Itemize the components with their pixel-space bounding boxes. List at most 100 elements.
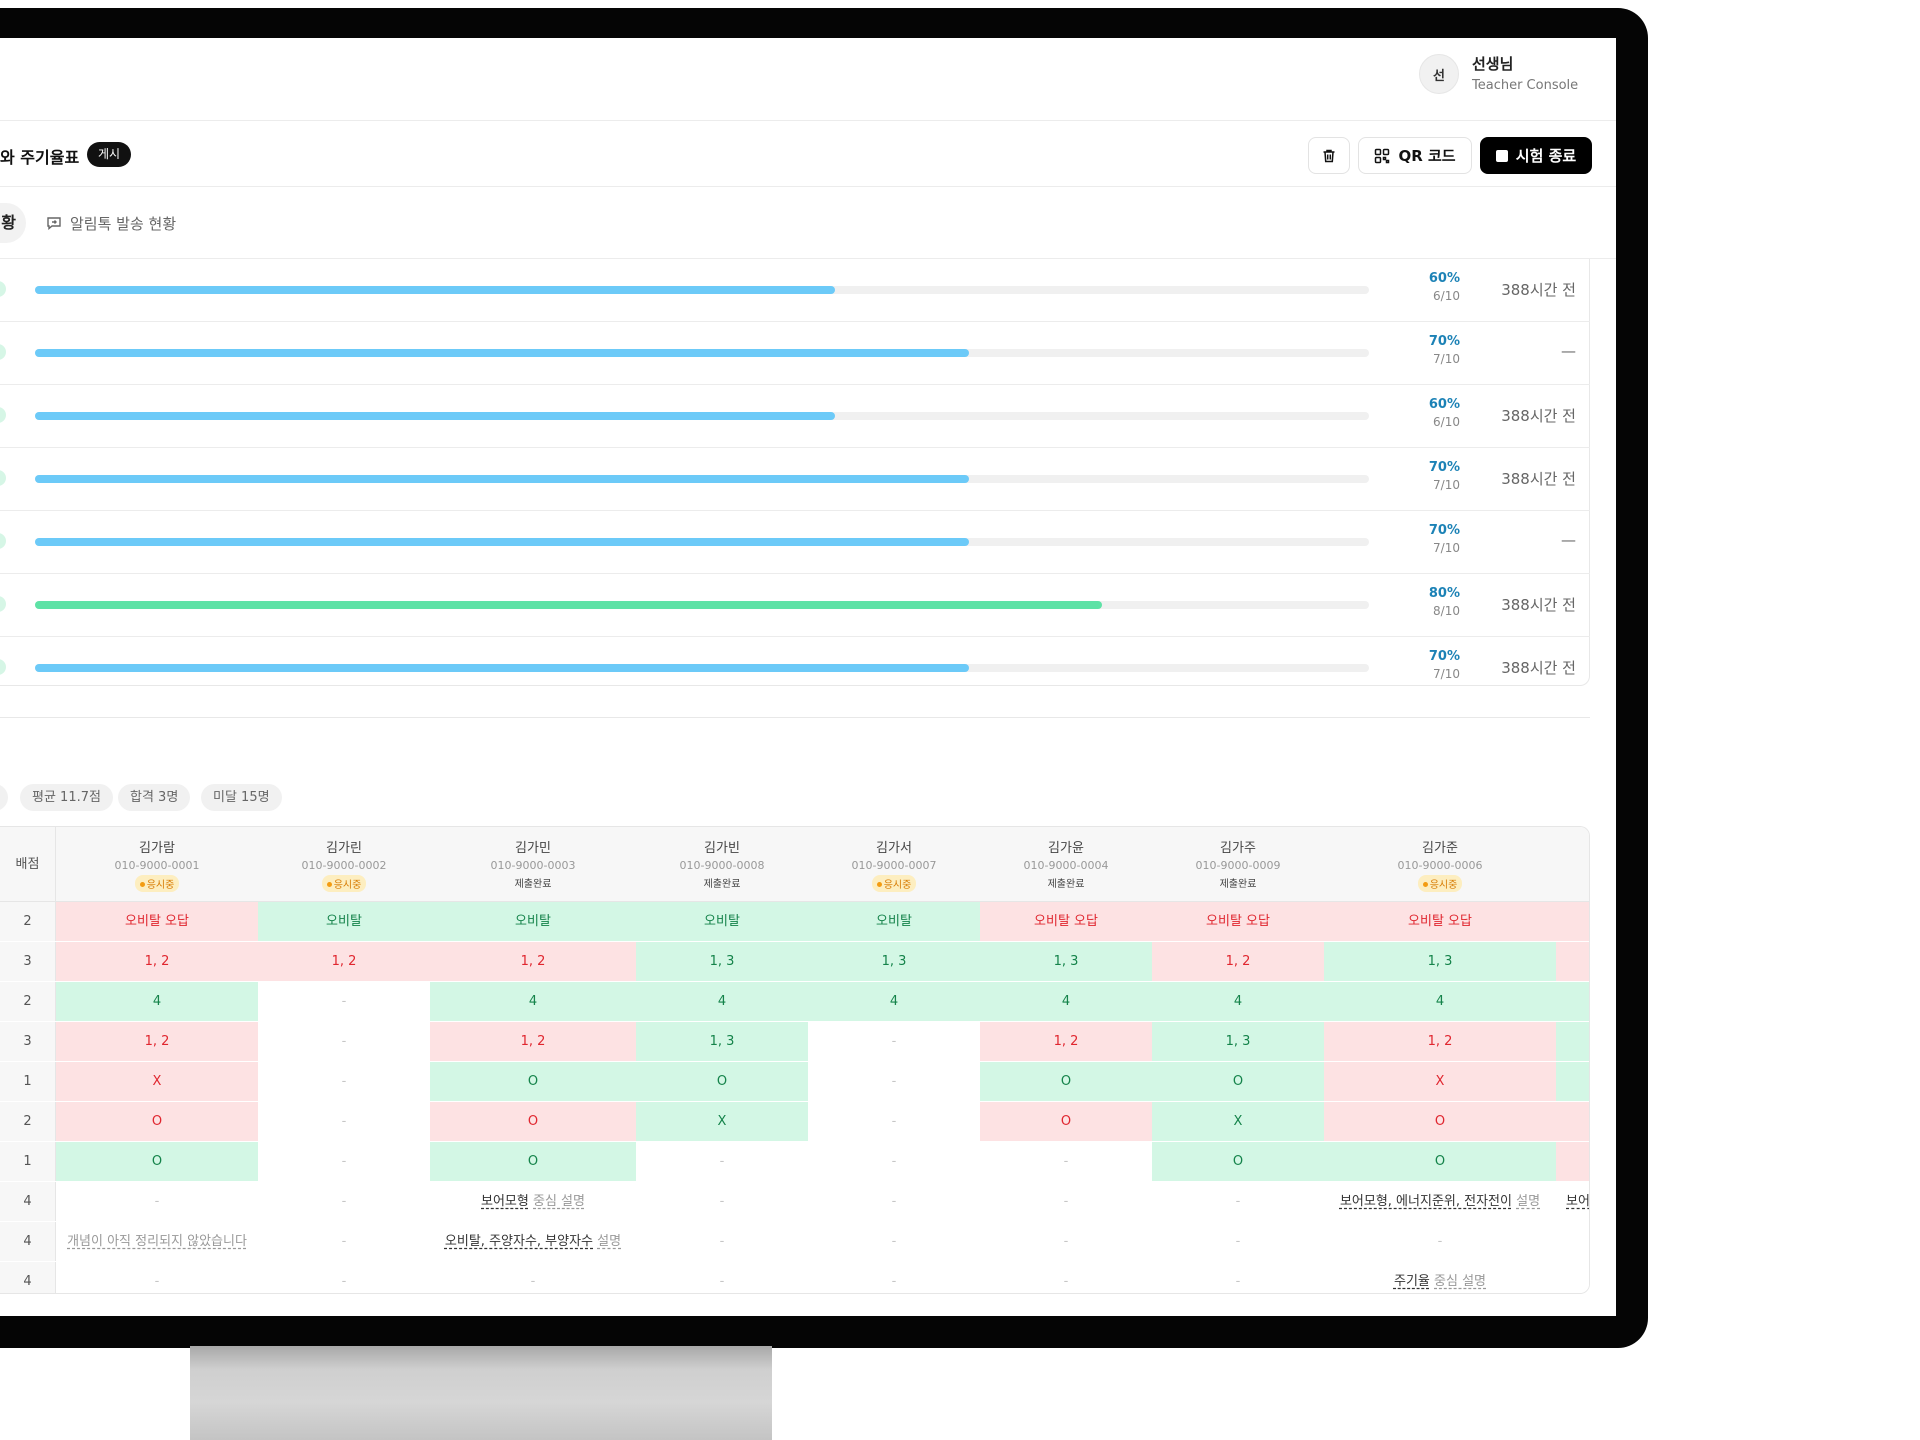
answer-cell[interactable]: O [980, 1102, 1152, 1141]
student-header[interactable]: 김가준 010-9000-0006 응시중 [1324, 837, 1556, 892]
answer-cell[interactable]: 4 [980, 982, 1152, 1021]
answer-cell[interactable]: O [1324, 1102, 1556, 1141]
progress-row[interactable]: 70% 7/10 388시간 전 [0, 637, 1590, 700]
tab-status[interactable]: 황 [0, 203, 26, 243]
answer-cell[interactable]: - [258, 1262, 430, 1293]
answer-cell[interactable]: - [808, 1022, 980, 1061]
answer-cell[interactable]: - [980, 1182, 1152, 1221]
answer-cell[interactable]: - [1152, 1182, 1324, 1221]
answer-cell[interactable]: - [258, 1102, 430, 1141]
answer-cell[interactable]: - [636, 1142, 808, 1181]
answer-cell[interactable]: 오비탈 오답 [1152, 902, 1324, 941]
answer-cell[interactable]: - [808, 1142, 980, 1181]
answer-cell[interactable]: - [636, 1182, 808, 1221]
answer-cell[interactable]: - [258, 1182, 430, 1221]
end-exam-button[interactable]: 시험 종료 [1480, 137, 1592, 174]
answer-cell[interactable]: - [258, 1222, 430, 1261]
answer-cell[interactable]: 1, 3 [636, 942, 808, 981]
answer-cell[interactable]: - [980, 1222, 1152, 1261]
answer-cell[interactable] [1556, 1022, 1589, 1061]
student-header[interactable]: 김가람 010-9000-0001 응시중 [56, 837, 258, 892]
progress-row[interactable]: 70% 7/10 — [0, 322, 1590, 385]
answer-cell[interactable]: - [258, 1142, 430, 1181]
answer-cell[interactable]: 개념이 아직 정리되지 않았습니다 [56, 1222, 258, 1261]
delete-button[interactable] [1308, 137, 1350, 174]
answer-cell[interactable]: - [258, 1062, 430, 1101]
answer-cell[interactable]: O [636, 1062, 808, 1101]
answer-cell[interactable]: - [980, 1142, 1152, 1181]
answer-cell[interactable]: 오비탈 오답 [1324, 902, 1556, 941]
student-header[interactable]: 김가주 010-9000-0009 제출완료 [1152, 837, 1324, 891]
answer-cell[interactable]: 1, 2 [56, 1022, 258, 1061]
answer-cell[interactable]: O [1152, 1142, 1324, 1181]
answer-cell[interactable]: 오비탈 [258, 902, 430, 941]
progress-row[interactable]: 70% 7/10 388시간 전 [0, 448, 1590, 511]
answer-cell[interactable]: O [56, 1102, 258, 1141]
student-header[interactable]: 김가빈 010-9000-0008 제출완료 [636, 837, 808, 891]
answer-cell[interactable]: - [808, 1062, 980, 1101]
answer-cell[interactable]: 오비탈, 주양자수, 부양자수 설명 [430, 1222, 636, 1261]
answer-cell[interactable]: - [258, 1022, 430, 1061]
answer-cell[interactable]: 1, 3 [636, 1022, 808, 1061]
answer-cell[interactable]: - [56, 1182, 258, 1221]
tab-alimtalk-status[interactable]: 알림톡 발송 현황 [46, 209, 176, 237]
answer-cell[interactable]: 보어모 [1556, 1182, 1589, 1221]
answer-cell[interactable]: 오비탈 오답 [56, 902, 258, 941]
answer-cell[interactable]: X [1324, 1062, 1556, 1101]
answer-cell[interactable]: O [430, 1142, 636, 1181]
answer-cell[interactable]: 주기율 중심 설명 [1324, 1262, 1556, 1293]
answer-cell[interactable]: O [1324, 1142, 1556, 1181]
answer-cell[interactable]: 1, 3 [808, 942, 980, 981]
qr-code-button[interactable]: QR 코드 [1358, 137, 1472, 174]
answer-cell[interactable]: - [808, 1222, 980, 1261]
answer-cell[interactable]: O [430, 1062, 636, 1101]
answer-cell[interactable]: X [56, 1062, 258, 1101]
answer-cell[interactable]: - [808, 1262, 980, 1293]
answer-cell[interactable]: 4 [808, 982, 980, 1021]
answer-cell[interactable]: 1, 2 [430, 1022, 636, 1061]
answer-cell[interactable] [1556, 1102, 1589, 1141]
answer-cell[interactable]: 오비탈 [636, 902, 808, 941]
progress-row[interactable]: 60% 6/10 388시간 전 [0, 259, 1590, 322]
answer-cell[interactable]: - [636, 1222, 808, 1261]
answer-cell[interactable]: 오비탈 [808, 902, 980, 941]
answer-cell[interactable]: 1, 2 [56, 942, 258, 981]
answer-cell[interactable]: 1, 2 [1324, 1022, 1556, 1061]
answer-cell[interactable]: 오비탈 [430, 902, 636, 941]
answer-cell[interactable]: 4 [430, 982, 636, 1021]
answer-cell[interactable]: 1, 2 [1152, 942, 1324, 981]
answer-cell[interactable] [1556, 1062, 1589, 1101]
answer-cell[interactable]: O [980, 1062, 1152, 1101]
answer-cell[interactable]: 4 [56, 982, 258, 1021]
answer-cell[interactable]: O [56, 1142, 258, 1181]
answer-cell[interactable]: 1, 2 [430, 942, 636, 981]
answer-cell[interactable] [1556, 1222, 1589, 1261]
answer-cell[interactable]: O [1152, 1062, 1324, 1101]
answer-cell[interactable]: 보어모형 중심 설명 [430, 1182, 636, 1221]
answer-cell[interactable]: 4 [1324, 982, 1556, 1021]
answer-cell[interactable]: X [636, 1102, 808, 1141]
answer-cell[interactable]: - [808, 1102, 980, 1141]
answer-cell[interactable]: - [1152, 1262, 1324, 1293]
answer-cell[interactable]: O [430, 1102, 636, 1141]
answer-cell[interactable]: - [1324, 1222, 1556, 1261]
answer-cell[interactable]: - [636, 1262, 808, 1293]
student-header[interactable]: 김가민 010-9000-0003 제출완료 [430, 837, 636, 891]
answer-cell[interactable]: - [1152, 1222, 1324, 1261]
answer-cell[interactable]: 1, 3 [1152, 1022, 1324, 1061]
answer-cell[interactable] [1556, 942, 1589, 981]
answer-cell[interactable]: 보어모형, 에너지준위, 전자전이 설명 [1324, 1182, 1556, 1221]
answer-cell[interactable]: X [1152, 1102, 1324, 1141]
progress-row[interactable]: 70% 7/10 — [0, 511, 1590, 574]
answer-cell[interactable]: 오비탈 오답 [980, 902, 1152, 941]
student-header[interactable]: 김가윤 010-9000-0004 제출완료 [980, 837, 1152, 891]
answer-cell[interactable]: 1, 2 [258, 942, 430, 981]
answer-cell[interactable]: - [430, 1262, 636, 1293]
progress-row[interactable]: 60% 6/10 388시간 전 [0, 385, 1590, 448]
answer-cell[interactable] [1556, 902, 1589, 941]
answer-cell[interactable]: 4 [636, 982, 808, 1021]
answer-cell[interactable] [1556, 1142, 1589, 1181]
answer-cell[interactable]: 1, 2 [980, 1022, 1152, 1061]
avatar[interactable]: 선 [1419, 54, 1459, 94]
student-header[interactable]: 김가서 010-9000-0007 응시중 [808, 837, 980, 892]
